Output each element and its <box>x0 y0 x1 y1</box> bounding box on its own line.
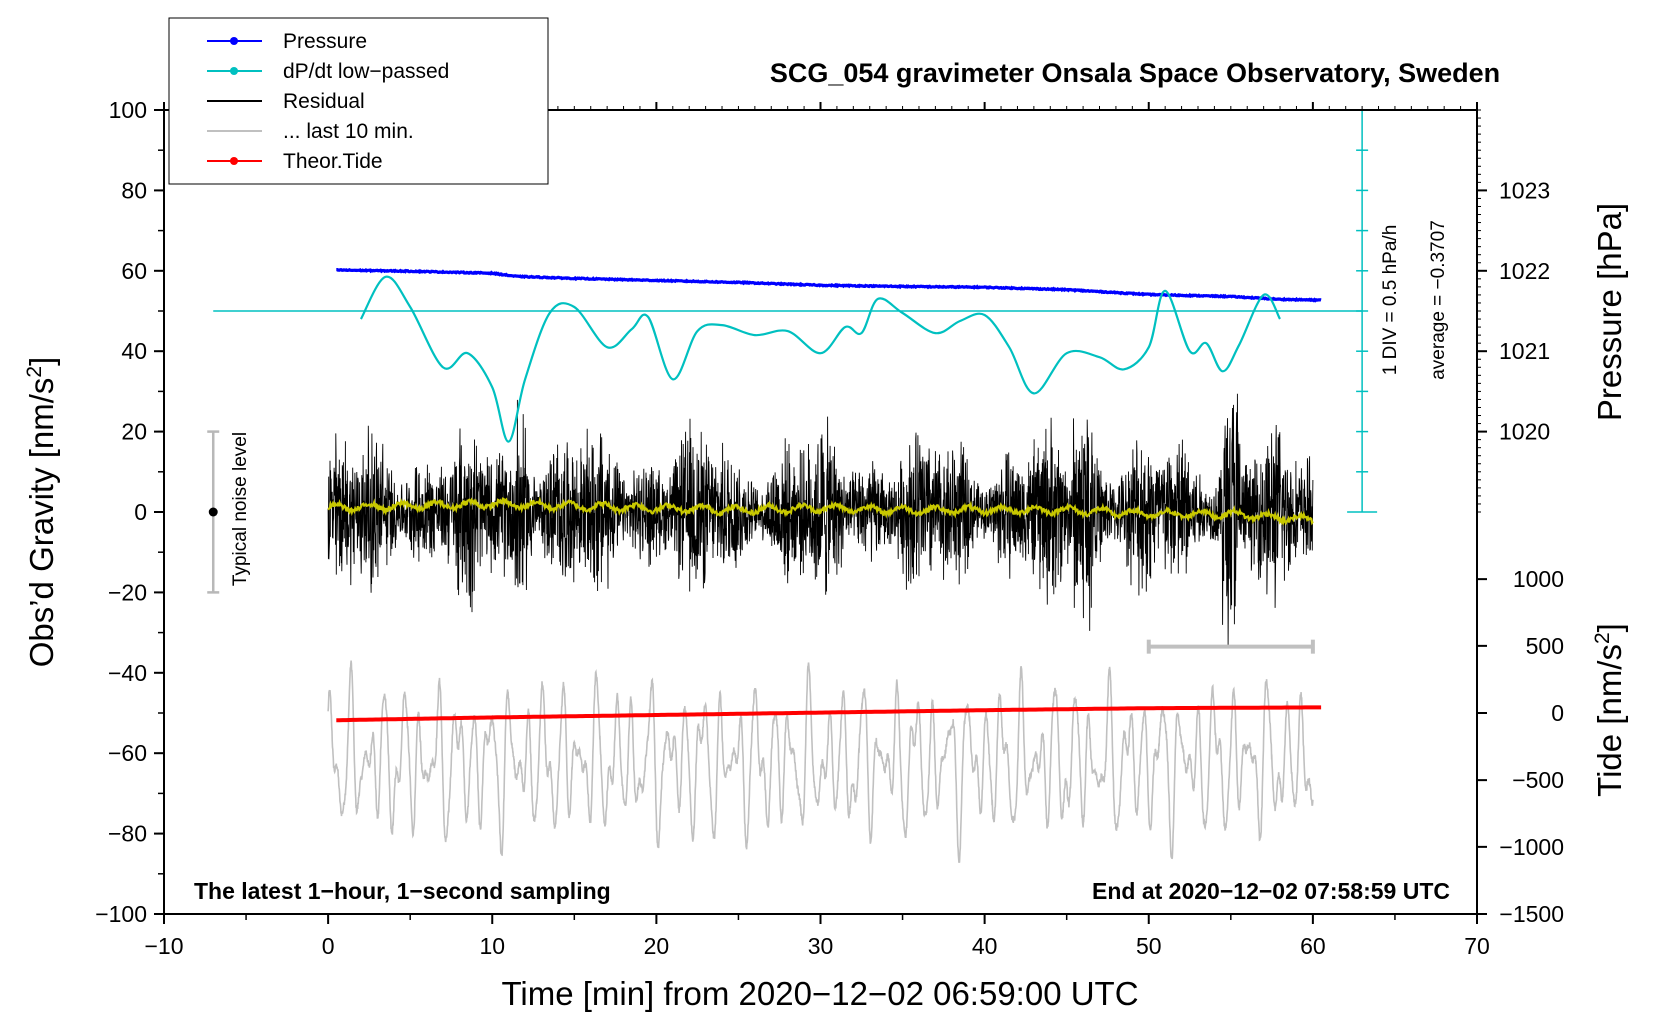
pressure-tick-label: 1022 <box>1499 258 1550 284</box>
x-tick-label: 50 <box>1136 933 1162 959</box>
chart-title: SCG_054 gravimeter Onsala Space Observat… <box>770 58 1500 88</box>
dpdt-line <box>359 275 1281 443</box>
tide-line <box>336 705 1322 723</box>
tide-tick-label: 0 <box>1551 700 1564 726</box>
legend-label: dP/dt low−passed <box>283 60 449 83</box>
scale-bar-label-bottom: average = −0.3707 <box>1428 220 1449 380</box>
tide-series <box>336 705 1322 723</box>
residual-series <box>327 393 1314 646</box>
pressure-tick-label: 1020 <box>1499 419 1550 445</box>
legend-marker <box>230 67 238 75</box>
last-10-min-series <box>327 660 1314 864</box>
x-tick-label: 60 <box>1300 933 1326 959</box>
y-tick-label: 60 <box>121 258 147 284</box>
x-tick-label: 30 <box>808 933 834 959</box>
y-tick-label: 100 <box>109 97 147 123</box>
pressure-tick-label: 1021 <box>1499 338 1550 364</box>
noise-bar-dot <box>208 507 218 517</box>
pressure-series <box>336 268 1322 303</box>
tide-tick-label: −500 <box>1512 767 1564 793</box>
y-axis-title-left: Obs’d Gravity [nm/s2] <box>23 357 60 668</box>
x-tick-label: 0 <box>322 933 335 959</box>
y-tick-label: 20 <box>121 419 147 445</box>
x-tick-label: 10 <box>479 933 505 959</box>
y-tick-label: 80 <box>121 177 147 203</box>
x-tick-label: 40 <box>972 933 998 959</box>
y-tick-label: −60 <box>108 740 147 766</box>
pressure-tick-label: 1023 <box>1499 177 1550 203</box>
corner-label-left: The latest 1−hour, 1−second sampling <box>194 878 611 904</box>
tide-tick-label: 1000 <box>1513 566 1564 592</box>
annotation-bars <box>207 109 1378 654</box>
y-tick-label: 0 <box>134 499 147 525</box>
legend-label: Pressure <box>283 30 367 53</box>
axis-ticks: −10 0 10 20 30 40 50 60 70100806040200−20−40−60−… <box>95 97 1564 959</box>
scale-bar-label-top: 1 DIV = 0.5 hPa/h <box>1380 225 1401 376</box>
residual-lowpass-series <box>327 496 1314 527</box>
y-tick-label: −100 <box>95 901 147 927</box>
corner-label-right: End at 2020−12−02 07:58:59 UTC <box>1092 878 1450 904</box>
legend-label: Theor.Tide <box>283 150 383 173</box>
pressure-line <box>336 268 1322 303</box>
last-10-min-line <box>327 660 1314 864</box>
tide-tick-label: −1500 <box>1499 901 1564 927</box>
tide-tick-label: −1000 <box>1499 834 1564 860</box>
x-tick-label: 70 <box>1464 933 1490 959</box>
legend-marker <box>230 157 238 165</box>
y-tick-label: 40 <box>121 338 147 364</box>
x-tick-label: 20 <box>644 933 670 959</box>
x-axis-title: Time [min] from 2020−12−02 06:59:00 UTC <box>501 975 1138 1012</box>
y-axis-title-pressure: Pressure [hPa] <box>1591 203 1628 421</box>
y-tick-label: −20 <box>108 579 147 605</box>
x-tick-label: −10 <box>144 933 183 959</box>
legend: Pressure dP/dt low−passed Residual ... last… <box>168 17 549 185</box>
y-tick-label: −80 <box>108 821 147 847</box>
residual-line <box>327 393 1314 646</box>
legend-label: ... last 10 min. <box>283 120 414 143</box>
dpdt-series <box>359 275 1281 443</box>
residual-lowpass-line <box>327 496 1314 527</box>
y-tick-label: −40 <box>108 660 147 686</box>
legend-label: Residual <box>283 90 365 113</box>
noise-label: Typical noise level <box>230 432 251 586</box>
legend-marker <box>230 37 238 45</box>
tide-tick-label: 500 <box>1526 633 1564 659</box>
y-axis-title-tide: Tide [nm/s2] <box>1591 623 1628 797</box>
